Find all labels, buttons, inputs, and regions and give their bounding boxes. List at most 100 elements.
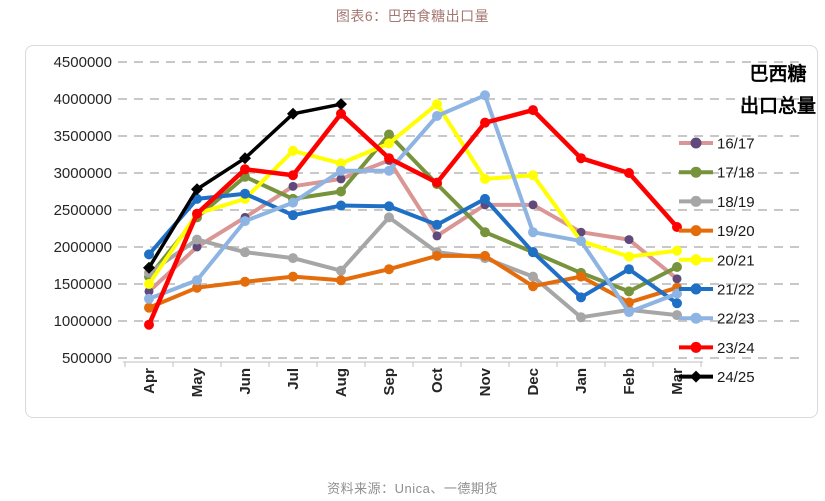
data-point-marker [384,212,394,223]
legend-swatch-marker [690,225,702,237]
data-point-marker [336,265,346,276]
x-axis-month-label: Mar [669,368,686,395]
legend-swatch-marker [690,137,702,149]
data-point-marker [480,90,490,101]
x-axis-month-label: May [189,367,206,397]
legend-swatch-marker [690,370,702,383]
data-point-marker [384,129,394,140]
legend-item-label: 20/21 [717,252,755,269]
data-point-marker [672,261,682,272]
line-chart: 4500000 4000000 3500000 3000000 2500000 20000… [54,54,816,397]
data-point-marker [672,298,682,309]
legend-item-label: 17/18 [717,165,755,182]
data-point-marker [384,165,394,176]
data-point-marker [144,279,154,289]
x-axis-month-label: Nov [477,367,494,396]
data-point-marker [480,173,490,184]
data-point-marker [480,250,490,261]
data-point-marker [576,236,586,247]
data-point-marker [144,302,154,313]
legend-item-label: 24/25 [717,369,755,386]
data-point-marker [335,98,347,111]
data-point-marker [336,108,346,119]
data-point-marker [528,170,538,181]
x-axis-month-label: Sep [381,368,398,396]
legend-swatch-marker [690,312,702,324]
data-point-marker [432,111,442,122]
data-point-marker [528,227,538,238]
data-point-marker [144,249,154,260]
data-point-marker [240,216,250,227]
data-point-marker [336,158,346,169]
data-point-marker [432,231,442,241]
legend-swatch-marker [690,283,702,295]
x-axis-month-label: Feb [621,368,638,395]
data-point-marker [384,201,394,212]
y-axis-tick-label: 4500000 [54,54,112,71]
legend-item-21-22: 21/22 [679,282,755,299]
y-axis-tick-label: 4000000 [54,91,112,108]
legend-item-24-25: 24/25 [679,369,755,386]
y-axis-tick-label: 3000000 [54,165,112,182]
series-line [147,215,679,320]
legend-item-17-18: 17/18 [679,165,755,182]
data-point-marker [144,286,154,296]
data-point-marker [143,261,155,274]
y-axis-tick-label: 2000000 [54,239,112,256]
series-line [147,253,679,310]
data-point-marker [432,177,442,188]
data-point-marker [288,197,298,208]
data-point-marker [240,188,250,199]
data-point-marker [624,307,634,318]
series-16-17 [144,155,682,296]
data-point-marker [624,168,634,178]
data-point-marker [240,276,250,287]
series-23-24 [144,105,682,330]
data-point-marker [528,200,538,210]
y-axis-tick-label: 1500000 [54,276,112,293]
series-24-25 [143,98,347,274]
data-point-marker [384,138,394,149]
data-point-marker [192,282,202,293]
series-18-19 [144,212,682,323]
x-axis-month-label: Aug [333,368,350,397]
data-point-marker [624,235,634,245]
y-axis-tick-label: 500000 [62,350,112,367]
x-axis-month-label: Jun [237,368,254,395]
data-point-marker [480,193,490,204]
y-axis-tick-label: 3500000 [54,128,112,145]
data-point-marker [576,153,586,164]
data-point-marker [288,170,298,181]
data-point-marker [432,219,442,230]
series-line [146,107,680,327]
data-point-marker [288,271,298,282]
data-point-marker [336,174,346,184]
data-point-marker [239,152,251,165]
data-point-marker [672,274,682,284]
x-axis-month-label: Oct [429,368,446,393]
x-axis-month-label: Apr [141,368,158,394]
data-point-marker [480,227,490,238]
legend-item-16-17: 16/17 [679,136,755,153]
data-point-marker [240,247,250,258]
data-point-marker [672,288,682,299]
data-point-marker [672,245,682,256]
series-line [147,191,679,306]
legend-item-label: 21/22 [717,282,755,299]
data-point-marker [192,242,202,252]
y-axis-tick-label: 1000000 [54,313,112,330]
data-point-marker [528,105,538,116]
legend-item-23-24: 23/24 [679,340,755,357]
legend-title-line2: 出口总量 [740,94,816,117]
legend-item-label: 18/19 [717,194,755,211]
series-line [147,102,679,286]
series-line [147,132,679,294]
data-point-marker [144,293,154,304]
series-line [147,158,679,294]
data-point-marker [192,208,202,219]
data-point-marker [192,275,202,286]
legend-swatch-marker [690,166,702,178]
legend-item-22-23: 22/23 [679,311,755,328]
data-point-marker [336,165,346,176]
